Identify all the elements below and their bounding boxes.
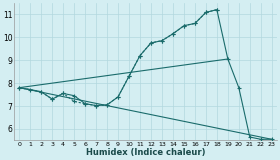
X-axis label: Humidex (Indice chaleur): Humidex (Indice chaleur) bbox=[86, 148, 205, 157]
